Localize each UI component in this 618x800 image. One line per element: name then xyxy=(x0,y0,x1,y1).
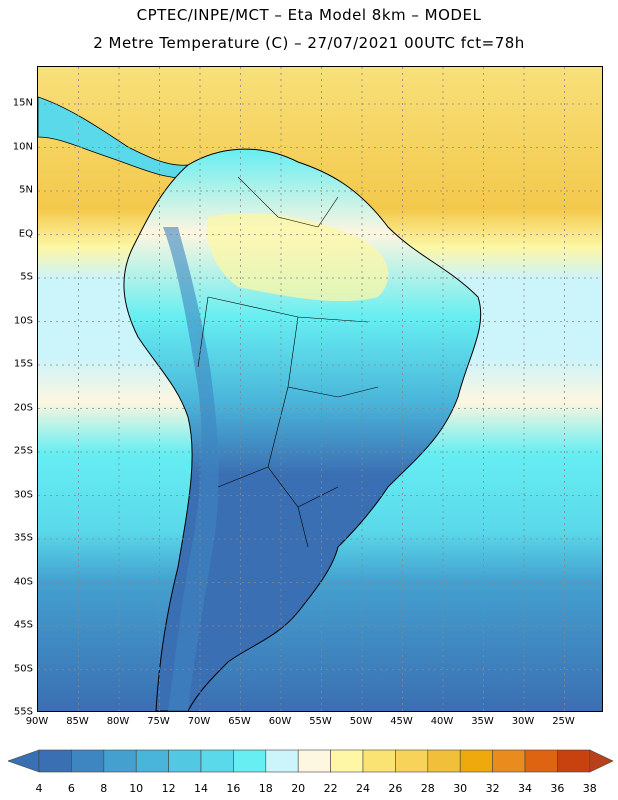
colorbar-segment xyxy=(233,749,267,773)
colorbar-tick-label: 22 xyxy=(323,782,338,795)
latitude-label: 35S xyxy=(13,532,33,544)
colorbar-tick-label: 34 xyxy=(518,782,532,795)
colorbar-low-arrow xyxy=(8,749,40,773)
colorbar-segment xyxy=(492,749,526,773)
colorbar-segment xyxy=(71,749,105,773)
latitude-label: 50S xyxy=(13,663,33,674)
latitude-label: EQ xyxy=(18,228,33,239)
colorbar-tick-label: 14 xyxy=(194,782,208,795)
longitude-label: 60W xyxy=(268,716,292,727)
colorbar-tick-label: 24 xyxy=(356,782,370,795)
colorbar-tick-label: 18 xyxy=(258,782,273,795)
country-borders xyxy=(197,176,379,548)
longitude-label: 75W xyxy=(147,716,170,727)
colorbar-segment xyxy=(362,749,396,773)
colorbar-tick-label: 8 xyxy=(100,782,108,795)
colorbar-tick-label: 32 xyxy=(485,782,500,795)
colorbar-segment xyxy=(265,749,299,773)
colorbar-segment xyxy=(200,749,234,773)
colorbar-high-arrow xyxy=(589,749,614,773)
longitude-label: 65W xyxy=(228,716,251,727)
colorbar-segment xyxy=(103,749,137,773)
longitude-label: 85W xyxy=(66,716,89,727)
latitude-label: 30S xyxy=(13,489,33,500)
colorbar-segment xyxy=(168,749,202,773)
longitude-label: 50W xyxy=(349,716,373,727)
longitude-label: 35W xyxy=(471,716,494,727)
longitude-label: 80W xyxy=(106,716,130,727)
colorbar-segment xyxy=(38,749,72,773)
south-america xyxy=(123,148,482,711)
colorbar-segment xyxy=(524,749,558,773)
latitude-label: 55S xyxy=(13,706,33,718)
colorbar-segment xyxy=(427,749,461,773)
map-subtitle: 2 Metre Temperature (C) – 27/07/2021 00U… xyxy=(93,34,525,52)
colorbar-tick-label: 4 xyxy=(35,782,43,795)
colorbar-segment xyxy=(297,749,331,773)
longitude-label: 90W xyxy=(25,716,49,727)
andes-band xyxy=(163,227,219,711)
latitude-label: 20S xyxy=(13,402,33,413)
colorbar-segment xyxy=(557,749,591,773)
colorbar-segment xyxy=(459,749,493,773)
latitude-label: 15S xyxy=(13,358,33,370)
latitude-label: 5S xyxy=(20,271,33,283)
colorbar-tick-label: 36 xyxy=(550,782,565,795)
latitude-label: 5N xyxy=(19,184,33,196)
colorbar-tick-label: 16 xyxy=(226,782,241,795)
latitude-label: 10S xyxy=(13,315,33,326)
longitude-label: 25W xyxy=(552,716,575,727)
lat-lon-grid xyxy=(38,67,602,711)
colorbar-tick-label: 26 xyxy=(388,782,403,795)
longitude-label: 40W xyxy=(430,716,454,727)
colorbar-tick-label: 10 xyxy=(129,782,144,795)
longitude-label: 55W xyxy=(309,716,332,727)
latitude-label: 40S xyxy=(13,576,33,587)
latitude-label: 45S xyxy=(13,619,33,631)
colorbar-tick-label: 12 xyxy=(161,782,176,795)
longitude-label: 30W xyxy=(511,716,535,727)
colorbar-tick-label: 6 xyxy=(67,782,75,795)
latitude-label: 15N xyxy=(12,97,33,109)
colorbar-segment xyxy=(395,749,429,773)
temperature-map xyxy=(37,66,603,712)
map-title: CPTEC/INPE/MCT – Eta Model 8km – MODEL xyxy=(136,6,482,24)
longitude-label: 70W xyxy=(187,716,211,727)
latitude-label: 25S xyxy=(13,445,33,457)
amazon-warm-area xyxy=(207,213,389,302)
latitude-label: 10N xyxy=(12,141,33,152)
colorbar-tick-label: 20 xyxy=(291,782,306,795)
colorbar-tick-label: 30 xyxy=(453,782,468,795)
colorbar-segment xyxy=(330,749,364,773)
colorbar-tick-label: 38 xyxy=(582,782,597,795)
longitude-label: 45W xyxy=(390,716,413,727)
colorbar-tick-label: 28 xyxy=(420,782,435,795)
colorbar-segment xyxy=(135,749,169,773)
